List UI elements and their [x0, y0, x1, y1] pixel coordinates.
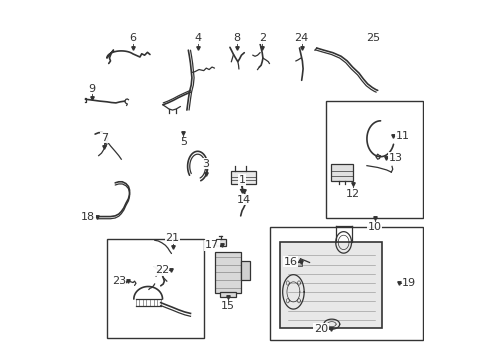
Text: 15: 15: [221, 301, 235, 311]
Bar: [220, 292, 236, 297]
Text: 16: 16: [284, 257, 298, 267]
Text: 5: 5: [180, 138, 187, 147]
Bar: [296, 262, 302, 266]
Text: 4: 4: [195, 33, 202, 43]
Text: 13: 13: [389, 153, 403, 163]
Text: 23: 23: [112, 276, 126, 286]
Bar: [231, 171, 256, 184]
Bar: [107, 239, 204, 338]
Text: 19: 19: [402, 278, 416, 288]
Text: 14: 14: [237, 195, 251, 205]
Text: 1: 1: [239, 175, 245, 185]
Text: 22: 22: [155, 265, 169, 275]
Text: 18: 18: [81, 212, 95, 221]
Text: 3: 3: [202, 159, 209, 169]
Text: 25: 25: [367, 33, 380, 43]
Text: 11: 11: [396, 131, 410, 141]
Text: 20: 20: [314, 324, 328, 334]
Text: 2: 2: [259, 33, 266, 43]
Text: 10: 10: [368, 222, 382, 232]
Bar: [215, 252, 242, 293]
Text: 17: 17: [205, 240, 219, 250]
Bar: [280, 242, 382, 328]
Bar: [331, 163, 353, 181]
Bar: [270, 226, 422, 339]
Text: 6: 6: [130, 33, 137, 43]
Text: 8: 8: [234, 33, 241, 43]
Text: 9: 9: [88, 84, 95, 94]
Text: 21: 21: [166, 233, 180, 243]
Bar: [326, 101, 422, 218]
Text: 12: 12: [345, 189, 360, 199]
Text: 24: 24: [294, 33, 309, 43]
Text: 7: 7: [101, 133, 108, 143]
Bar: [242, 261, 250, 280]
Bar: [216, 239, 225, 246]
